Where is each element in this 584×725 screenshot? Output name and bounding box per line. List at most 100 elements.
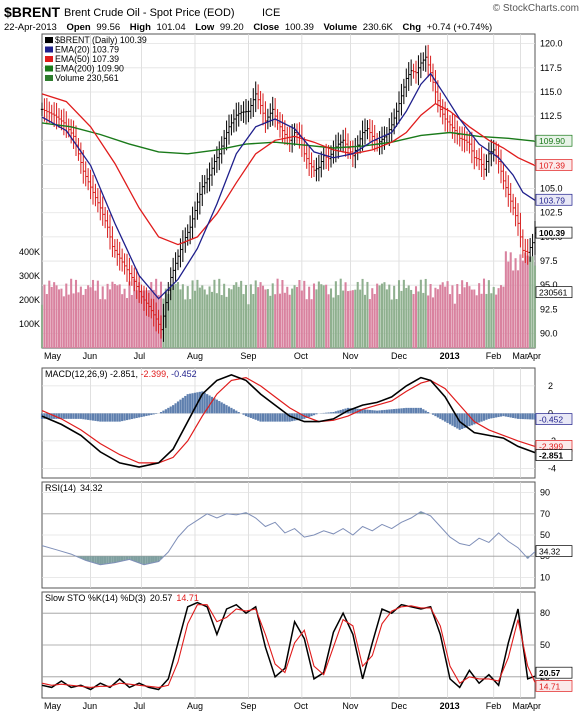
- sto-title: Slow STO %K(14) %D(3) 20.57 14.71: [45, 593, 199, 603]
- macd-histogram-bar: [334, 411, 337, 414]
- volume-tick-label: 200K: [19, 295, 40, 305]
- month-label: Mar: [512, 351, 528, 361]
- volume-bar: [412, 294, 415, 348]
- volume-bar: [320, 284, 323, 348]
- volume-bar: [104, 299, 107, 348]
- volume-bar: [206, 294, 209, 348]
- sto-d-line: [41, 604, 536, 688]
- month-label: Feb: [486, 701, 502, 711]
- macd-histogram-bar: [390, 409, 393, 414]
- macd-histogram-bar: [410, 407, 413, 414]
- month-label: May: [44, 701, 62, 711]
- volume-bar: [257, 287, 260, 348]
- volume-bar: [317, 281, 320, 348]
- volume-bar: [497, 288, 500, 348]
- value-tag-box: [535, 413, 573, 425]
- macd-histogram-bar: [342, 409, 345, 414]
- volume-bar: [468, 286, 471, 348]
- macd-signal-line: [41, 376, 536, 464]
- volume-bar: [286, 286, 289, 348]
- legend-swatch: [45, 46, 53, 53]
- macd-histogram-bar: [487, 413, 490, 419]
- volume-bar: [325, 284, 328, 348]
- volume-bar: [305, 299, 308, 348]
- volume-bar: [130, 294, 133, 348]
- macd-histogram-bar: [453, 413, 456, 428]
- volume-bar: [77, 292, 80, 348]
- volume-bar: [502, 286, 505, 348]
- macd-histogram-bar: [351, 408, 354, 414]
- legend-entry: EMA(20) 103.79: [55, 45, 119, 55]
- volume-bar: [193, 290, 197, 348]
- macd-histogram-bar: [456, 413, 459, 429]
- volume-bar: [373, 293, 376, 348]
- macd-histogram-bar: [113, 413, 116, 422]
- volume-bar: [514, 258, 517, 348]
- volume-bar: [121, 294, 124, 348]
- value-tag-box: [535, 159, 573, 171]
- volume-bar: [378, 285, 381, 348]
- macd-histogram-bar: [446, 413, 449, 423]
- volume-bar: [208, 286, 211, 348]
- macd-histogram-bar: [495, 413, 498, 418]
- volume-bar: [159, 281, 163, 348]
- volume-bar: [145, 290, 148, 348]
- macd-histogram-bar: [521, 413, 524, 420]
- volume-bar: [57, 289, 61, 348]
- sto-tick-label: 80: [540, 608, 550, 618]
- macd-histogram-bar: [276, 413, 279, 422]
- month-label: Sep: [240, 351, 256, 361]
- macd-histogram-bar: [480, 413, 483, 422]
- low-label: Low: [195, 22, 215, 33]
- volume-bar: [332, 297, 335, 348]
- rsi-tick-label: 90: [540, 488, 550, 498]
- macd-histogram-bar: [308, 413, 311, 418]
- value-tag-box: [535, 666, 573, 679]
- macd-histogram-bar: [184, 395, 187, 414]
- volume-bar: [87, 285, 90, 348]
- macd-histogram-bar: [252, 413, 255, 419]
- macd-histogram-bar: [128, 413, 131, 420]
- macd-histogram-bar: [478, 413, 481, 423]
- volume-bar: [308, 286, 311, 348]
- value-tag-box: [535, 680, 573, 692]
- macd-histogram-bar: [504, 413, 507, 417]
- volume-bar: [128, 281, 131, 348]
- price-tick-label: 95.0: [540, 280, 558, 290]
- brand-logo: © StockCharts.com: [493, 3, 579, 14]
- volume-bar: [235, 282, 238, 348]
- volume-bar: [213, 279, 216, 348]
- macd-histogram-bar: [72, 413, 75, 419]
- volume-bar: [281, 280, 284, 348]
- volume-bar: [444, 286, 447, 348]
- volume-bar: [264, 289, 267, 348]
- macd-histogram-bar: [101, 413, 104, 422]
- macd-histogram-bar: [354, 408, 357, 414]
- macd-histogram-bar: [422, 409, 425, 414]
- macd-histogram-bar: [186, 394, 189, 414]
- volume-label: Volume: [324, 22, 358, 33]
- month-label: 2013: [440, 351, 460, 361]
- volume-bar: [368, 299, 371, 348]
- volume-bar: [215, 293, 218, 348]
- macd-histogram-bar: [152, 413, 155, 415]
- macd-histogram-bar: [509, 413, 512, 418]
- macd-histogram-bar: [376, 410, 379, 414]
- macd-histogram-bar: [298, 413, 301, 420]
- macd-histogram-bar: [395, 408, 398, 414]
- quote-date: 22-Apr-2013: [4, 22, 57, 33]
- macd-histogram-bar: [274, 413, 277, 422]
- sto-tick-label: 50: [540, 640, 550, 650]
- macd-histogram-bar: [519, 413, 522, 419]
- volume-bar: [123, 288, 126, 348]
- macd-histogram-bar: [529, 413, 532, 420]
- macd-histogram-bar: [193, 392, 197, 414]
- macd-histogram-bar: [427, 412, 430, 414]
- volume-bar: [91, 279, 95, 348]
- macd-histogram-bar: [169, 406, 172, 414]
- macd-histogram-bar: [473, 413, 476, 425]
- rsi-tick-label: 50: [540, 530, 550, 540]
